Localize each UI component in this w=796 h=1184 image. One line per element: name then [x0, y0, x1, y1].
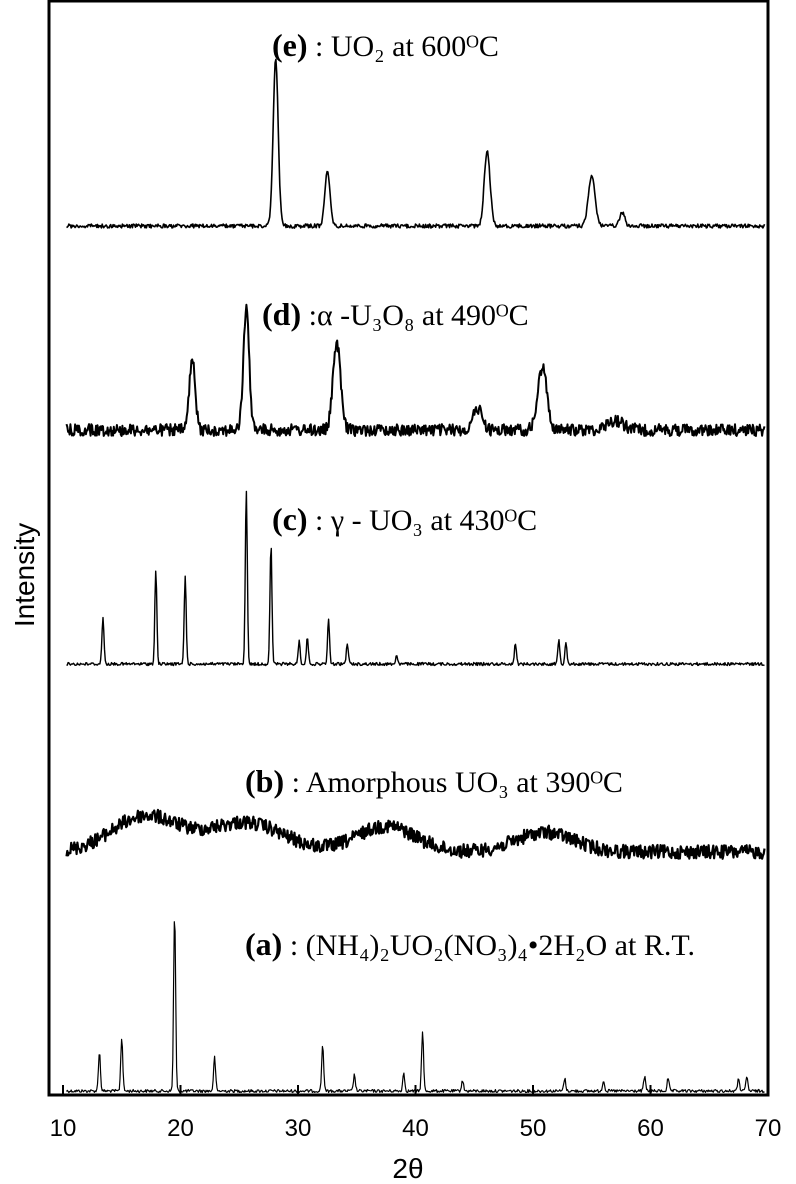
x-axis-ticks: 10 20 30 40 50 60 70 — [50, 1085, 782, 1142]
series-label-c: (c) : γ - UO₃ at 430ᴼC — [272, 501, 537, 537]
series-label-text-d: :α -U₃O₈ at 490ᴼC — [301, 299, 529, 332]
plot-frame — [47, 0, 770, 1097]
x-tick-label-30: 30 — [285, 1115, 312, 1142]
x-tick-label-20: 20 — [167, 1115, 194, 1142]
series-line-b — [65, 808, 766, 860]
x-tick-label-60: 60 — [637, 1115, 664, 1142]
series-label-text-a: : (NH₄)₂UO₂(NO₃)₄•2H₂O at R.T. — [282, 929, 695, 962]
series-label-b: (b) : Amorphous UO₃ at 390ᴼC — [245, 763, 623, 799]
series-label-e: (e) : UO₂ at 600ᴼC — [272, 27, 499, 63]
x-tick-label-70: 70 — [755, 1115, 782, 1142]
series-label-text-e: : UO₂ at 600ᴼC — [308, 30, 499, 63]
series-label-text-b: : Amorphous UO₃ at 390ᴼC — [284, 766, 623, 799]
series-label-a: (a) : (NH₄)₂UO₂(NO₃)₄•2H₂O at R.T. — [245, 926, 695, 962]
series-line-c — [66, 490, 765, 667]
series-labels: (a) : (NH₄)₂UO₂(NO₃)₄•2H₂O at R.T. (b) : … — [245, 27, 695, 962]
x-axis-label: 2θ — [392, 1153, 423, 1184]
series-tag-d: (d) — [262, 296, 301, 332]
series-tag-a: (a) — [245, 926, 282, 962]
series-traces — [65, 58, 766, 1094]
y-axis-label: Intensity — [9, 523, 40, 627]
series-label-text-c: : γ - UO₃ at 430ᴼC — [308, 504, 538, 537]
series-line-d — [65, 303, 766, 437]
x-tick-label-50: 50 — [520, 1115, 547, 1142]
x-tick-label-40: 40 — [402, 1115, 429, 1142]
series-label-d: (d) :α -U₃O₈ at 490ᴼC — [262, 296, 529, 332]
x-tick-label-10: 10 — [50, 1115, 77, 1142]
series-tag-c: (c) — [272, 501, 308, 537]
series-tag-e: (e) — [272, 27, 308, 63]
series-line-e — [66, 58, 766, 229]
series-tag-b: (b) — [245, 763, 284, 799]
